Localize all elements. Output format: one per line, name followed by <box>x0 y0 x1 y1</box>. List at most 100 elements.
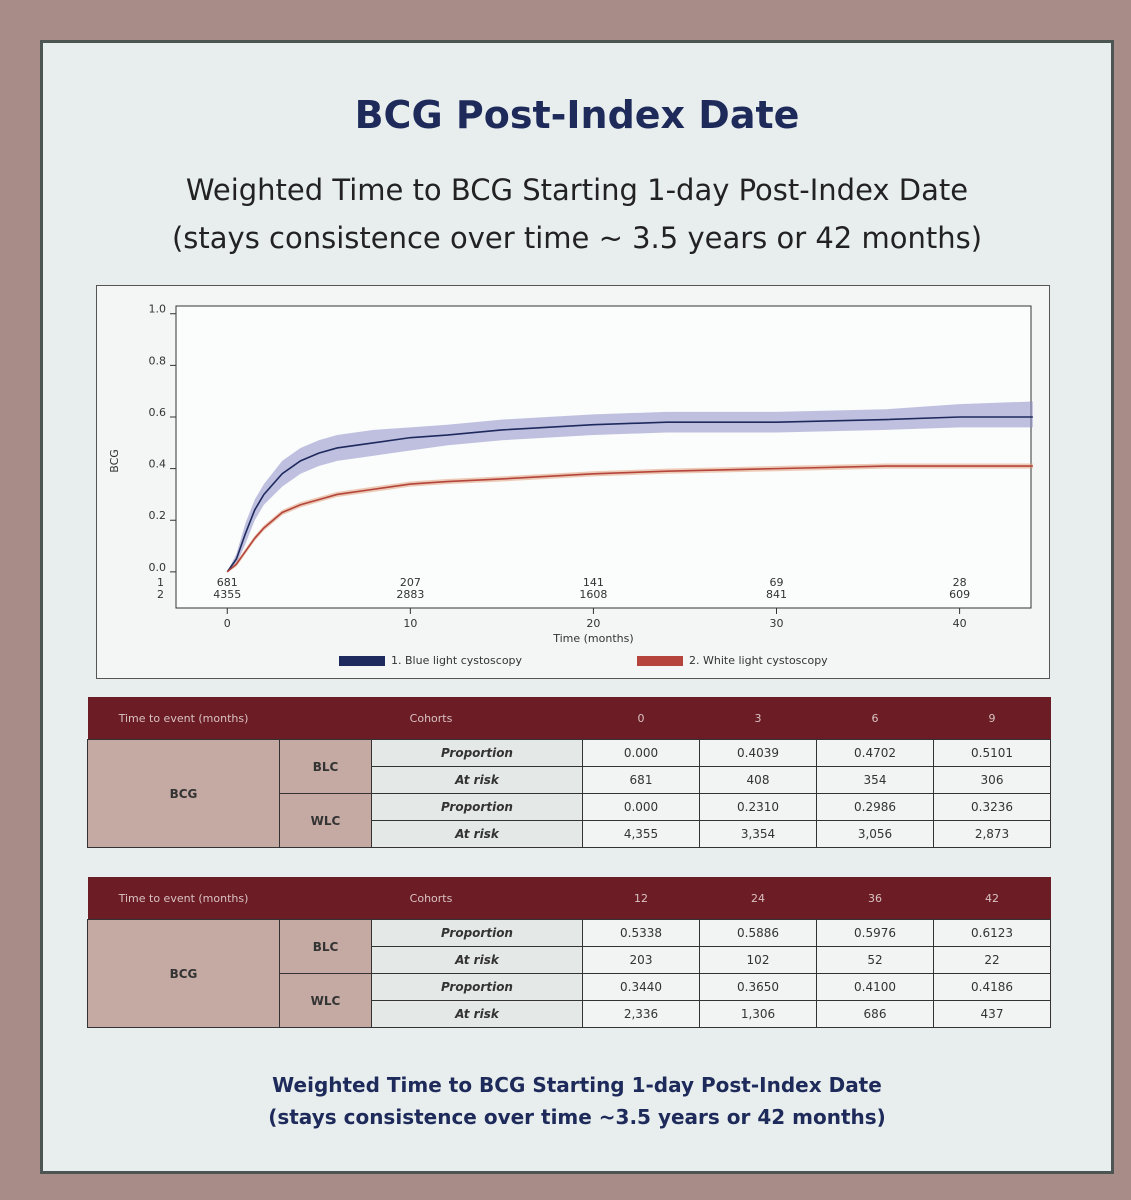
header-cell: 24 <box>699 877 817 920</box>
val: 1,306 <box>699 1000 817 1028</box>
header-cell: Cohorts <box>279 697 583 740</box>
lab: At risk <box>371 820 583 848</box>
x-tick-label: 30 <box>770 617 784 630</box>
poster: BCG Post-Index Date Weighted Time to BCG… <box>40 40 1114 1174</box>
chart: 0.0 0.2 0.4 0.6 0.8 1.0 BCG 0 10 20 30 40 Time (mont… <box>96 285 1050 679</box>
val: 0.2986 <box>816 793 934 821</box>
grp: WLC <box>279 793 372 848</box>
header-row: Time to event (months) Cohorts 0 3 6 9 <box>87 697 1051 740</box>
risk-count: 141 <box>583 576 604 589</box>
table-row: WLC Proportion 0.000 0.2310 0.2986 0.3236 <box>88 793 1051 848</box>
header-cell: 42 <box>933 877 1051 920</box>
table-row: WLC Proportion 0.3440 0.3650 0.4100 0.4186 <box>88 973 1051 1028</box>
val: 3,056 <box>816 820 934 848</box>
val: 2,336 <box>582 1000 700 1028</box>
val: 0.4100 <box>816 973 934 1001</box>
val: 0.4186 <box>933 973 1051 1001</box>
val: 3,354 <box>699 820 817 848</box>
table-row: At risk 681 408 354 306 <box>88 766 1051 794</box>
header-cell: 9 <box>933 697 1051 740</box>
y-tick-label: 0.0 <box>149 561 167 574</box>
header-cell: 3 <box>699 697 817 740</box>
risk-row-label: 2 <box>157 588 164 601</box>
y-tick-label: 0.8 <box>149 354 167 367</box>
risk-count: 609 <box>949 588 970 601</box>
y-tick-label: 1.0 <box>149 303 167 316</box>
risk-count: 681 <box>217 576 238 589</box>
header-cell: 6 <box>816 697 934 740</box>
val: 203 <box>582 946 700 974</box>
table-row: At risk 4,355 3,354 3,056 2,873 <box>88 820 1051 848</box>
val: 0.6123 <box>933 919 1051 947</box>
val: 408 <box>699 766 817 794</box>
header-cell: Time to event (months) <box>87 697 280 740</box>
val: 437 <box>933 1000 1051 1028</box>
x-tick-label: 20 <box>586 617 600 630</box>
confidence-band <box>227 401 1033 572</box>
legend-label: 1. Blue light cystoscopy <box>391 654 523 667</box>
title: BCG Post-Index Date <box>354 93 800 137</box>
risk-count: 2883 <box>396 588 424 601</box>
y-tick-label: 0.6 <box>149 406 167 419</box>
caption: Weighted Time to BCG Starting 1-day Post… <box>272 1073 882 1097</box>
lab: At risk <box>371 1000 583 1028</box>
grp: WLC <box>279 973 372 1028</box>
table-row: BCG BLC Proportion 0.5338 0.5886 0.5976 0.6123 <box>87 919 1051 1028</box>
val: 2,873 <box>933 820 1051 848</box>
header-cell: 12 <box>582 877 700 920</box>
val: 0.5886 <box>699 919 817 947</box>
val: 0.000 <box>582 793 700 821</box>
val: 52 <box>816 946 934 974</box>
outcome: BCG <box>87 919 280 1028</box>
lab: Proportion <box>371 739 583 767</box>
x-tick-label: 0 <box>224 617 231 630</box>
val: 681 <box>582 766 700 794</box>
lab: At risk <box>371 946 583 974</box>
val: 0.3650 <box>699 973 817 1001</box>
val: 0.3236 <box>933 793 1051 821</box>
lab: At risk <box>371 766 583 794</box>
header-row: Time to event (months) Cohorts 12 24 36 42 <box>87 877 1051 920</box>
header-cell: 0 <box>582 697 700 740</box>
table-row: BCG BLC Proportion 0.000 0.4039 0.4702 0.5101 <box>87 739 1051 848</box>
grp: BLC <box>279 739 372 794</box>
legend-swatch <box>637 656 683 666</box>
grp: BLC <box>279 919 372 974</box>
table-row: At risk 2,336 1,306 686 437 <box>88 1000 1051 1028</box>
table: Time to event (months) Cohorts 0 3 6 9 BCG BLC P… <box>87 697 1051 848</box>
val: 0.4702 <box>816 739 934 767</box>
line <box>226 416 1033 573</box>
risk-count: 69 <box>770 576 784 589</box>
outcome: BCG <box>87 739 280 848</box>
legend-swatch <box>339 656 385 666</box>
legend-label: 2. White light cystoscopy <box>689 654 828 667</box>
subtitle: Weighted Time to BCG Starting 1-day Post… <box>185 173 969 207</box>
val: 22 <box>933 946 1051 974</box>
caption: (stays consistence over time ~3.5 years … <box>268 1105 886 1129</box>
val: 0.5338 <box>582 919 700 947</box>
x-tick-label: 10 <box>403 617 417 630</box>
val: 0.2310 <box>699 793 817 821</box>
risk-count: 207 <box>400 576 421 589</box>
val: 0.5101 <box>933 739 1051 767</box>
y-tick-label: 0.4 <box>149 458 167 471</box>
y-axis-label: BCG <box>108 449 121 473</box>
x-tick-label: 40 <box>953 617 967 630</box>
val: 0.3440 <box>582 973 700 1001</box>
y-tick-label: 0.2 <box>149 509 167 522</box>
val: 4,355 <box>582 820 700 848</box>
subtitle: (stays consistence over time ~ 3.5 years… <box>171 221 983 255</box>
x-axis-label: Time (months) <box>552 632 633 645</box>
table: Time to event (months) Cohorts 12 24 36 42 BCG… <box>87 877 1051 1028</box>
header-cell: Time to event (months) <box>87 877 280 920</box>
val: 306 <box>933 766 1051 794</box>
val: 686 <box>816 1000 934 1028</box>
val: 0.5976 <box>816 919 934 947</box>
risk-row-label: 1 <box>157 576 164 589</box>
header-cell: 36 <box>816 877 934 920</box>
line <box>226 465 1033 573</box>
table-row: At risk 203 102 52 22 <box>88 946 1051 974</box>
risk-count: 4355 <box>213 588 241 601</box>
val: 0.000 <box>582 739 700 767</box>
